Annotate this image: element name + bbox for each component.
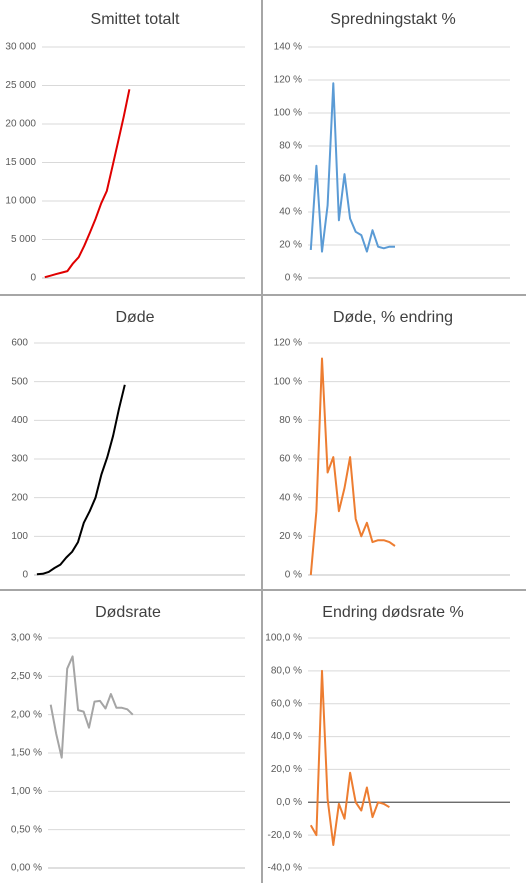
y-tick-label: 3,00 % [11,633,42,644]
y-tick-label: 0 % [285,273,302,284]
y-tick-label: 60 % [279,174,302,185]
y-tick-label: 40 % [279,492,302,503]
y-tick-label: 100 % [274,108,302,119]
y-tick-label: 1,00 % [11,786,42,797]
y-tick-label: 0,50 % [11,824,42,835]
chart-title: Døde, % endring [333,309,453,326]
y-tick-label: 30 000 [5,42,36,53]
y-tick-label: 600 [11,338,28,349]
y-tick-label: 25 000 [5,80,36,91]
y-tick-label: 0 [22,570,28,581]
y-tick-label: 15 000 [5,157,36,168]
y-tick-label: 60,0 % [271,698,302,709]
data-line [309,357,396,576]
y-tick-label: 2,50 % [11,671,42,682]
y-tick-label: 80 % [279,141,302,152]
data-line [44,89,131,279]
data-line [309,82,395,253]
y-tick-label: -20,0 % [268,830,303,841]
y-tick-label: 20,0 % [271,764,302,775]
y-tick-label: 1,50 % [11,748,42,759]
y-tick-label: 100,0 % [265,633,302,644]
y-tick-label: 100 % [274,376,302,387]
y-tick-label: 40 % [279,207,302,218]
y-tick-label: 60 % [279,454,302,465]
y-tick-label: 0,0 % [276,797,302,808]
y-tick-label: 300 [11,454,28,465]
chart-title: Endring dødsrate % [322,604,463,621]
y-tick-label: 200 [11,492,28,503]
y-tick-label: 20 % [279,531,302,542]
chart-title: Døde [115,309,154,326]
y-tick-label: 80,0 % [271,665,302,676]
y-tick-label: 0 % [285,570,302,581]
data-line [49,655,134,759]
y-tick-label: 80 % [279,415,302,426]
y-tick-label: 500 [11,376,28,387]
y-tick-label: 400 [11,415,28,426]
chart-title: Dødsrate [95,604,161,621]
chart-title: Spredningstakt % [330,11,455,28]
y-tick-label: 20 000 [5,119,36,130]
y-tick-label: 0 [30,273,36,284]
data-line [36,384,126,576]
y-tick-label: 0,00 % [11,863,42,874]
y-tick-label: 100 [11,531,28,542]
y-tick-label: 120 % [274,75,302,86]
y-tick-label: 5 000 [11,234,36,245]
y-tick-label: -40,0 % [268,863,303,874]
y-tick-label: 40,0 % [271,731,302,742]
chart-title: Smittet totalt [91,11,180,28]
y-tick-label: 2,00 % [11,709,42,720]
y-tick-label: 120 % [274,338,302,349]
y-tick-label: 140 % [274,42,302,53]
y-tick-label: 10 000 [5,196,36,207]
data-line [309,669,390,846]
y-tick-label: 20 % [279,240,302,251]
